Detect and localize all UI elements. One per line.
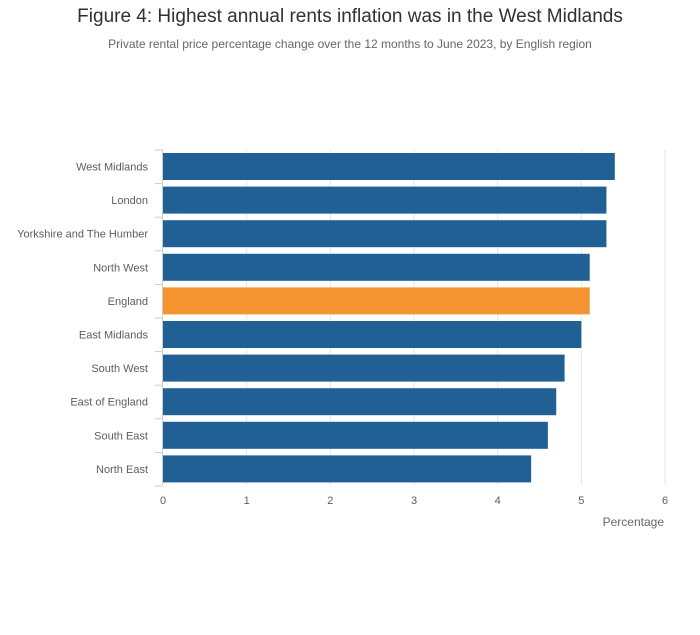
axes xyxy=(155,149,163,487)
bar xyxy=(163,388,557,416)
x-tick-label: 3 xyxy=(411,495,417,507)
x-axis-title: Percentage xyxy=(603,515,665,529)
x-tick-label: 0 xyxy=(160,495,166,507)
x-tick-label: 4 xyxy=(495,495,501,507)
bar xyxy=(163,220,607,248)
category-label: West Midlands xyxy=(76,162,148,174)
labels: 0 1 2 3 4 5 6 West Midlands London Yorkshire and … xyxy=(17,162,668,508)
category-label: London xyxy=(111,195,148,207)
category-label: South East xyxy=(94,430,148,442)
x-tick-label: 5 xyxy=(578,495,584,507)
bar xyxy=(163,253,590,281)
category-label: North East xyxy=(96,464,148,476)
category-label: East Midlands xyxy=(79,330,149,342)
bar xyxy=(163,421,548,449)
bar xyxy=(163,455,532,483)
category-label: East of England xyxy=(70,397,148,409)
x-tick-label: 1 xyxy=(244,495,250,507)
bar xyxy=(163,153,615,180)
x-tick-label: 6 xyxy=(662,495,668,507)
category-label: England xyxy=(108,296,148,308)
bar xyxy=(163,354,565,382)
x-tick-label: 2 xyxy=(327,495,333,507)
category-label: Yorkshire and The Humber xyxy=(17,229,148,241)
bar xyxy=(163,321,582,348)
chart-subtitle: Private rental price percentage change o… xyxy=(108,37,592,51)
bar xyxy=(163,186,607,214)
bars xyxy=(163,153,615,483)
chart-title: Figure 4: Highest annual rents inflation… xyxy=(77,6,623,27)
bar xyxy=(163,287,590,315)
category-label: South West xyxy=(91,363,148,375)
category-label: North West xyxy=(93,262,148,274)
